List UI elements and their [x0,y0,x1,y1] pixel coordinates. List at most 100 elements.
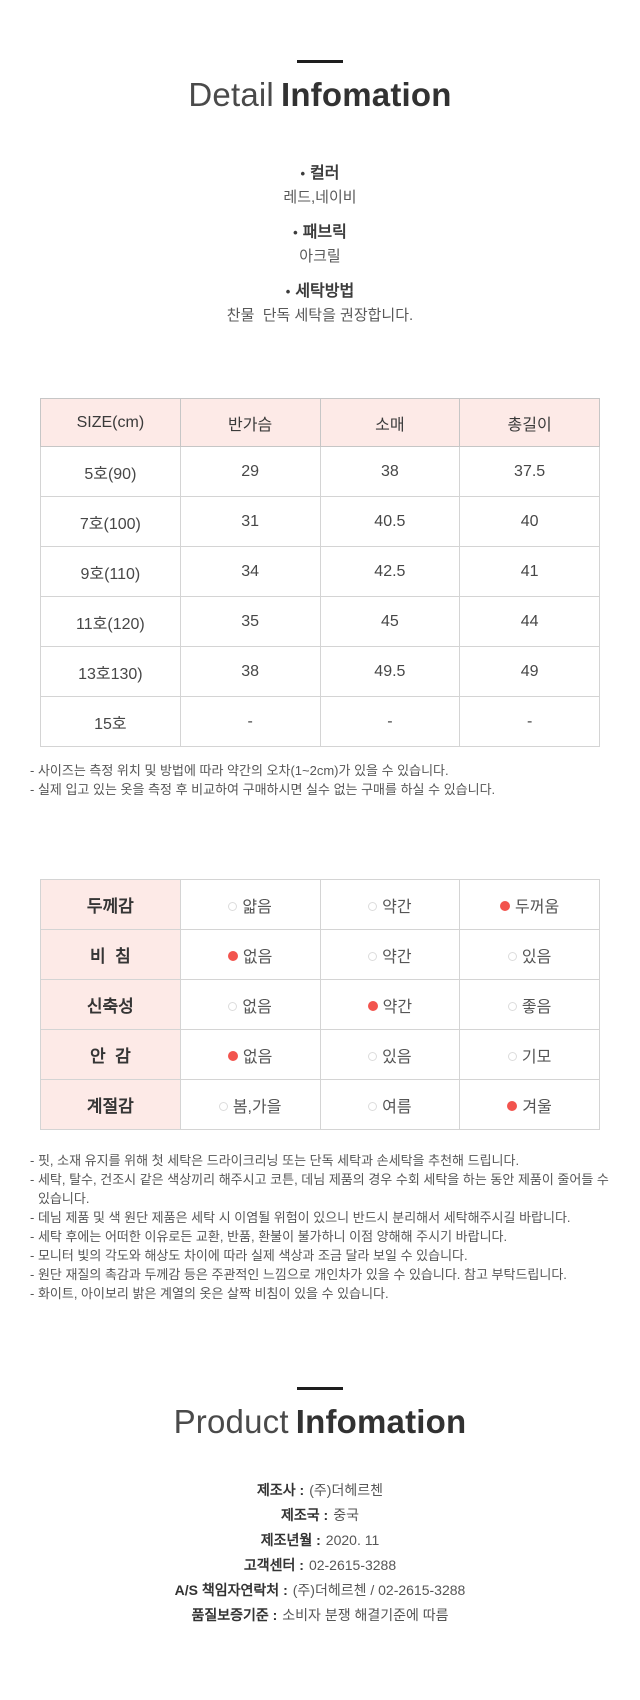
care-notes: - 핏, 소재 유지를 위해 첫 세탁은 드라이크리닝 또는 단독 세탁과 손세… [30,1151,612,1303]
section-label-text: 컬러 [310,165,340,182]
table-row: 7호(100) 31 40.5 40 [40,496,600,547]
product-info: 제조사 : (주)더헤르첸 제조국 : 중국 제조년월 :2020. 11 고객센터… [0,1478,640,1628]
option-label: 있음 [382,1048,412,1066]
product-info-country: 제조국 : 중국 [0,1503,640,1528]
info-label: 품질보증기준 : [191,1607,278,1623]
section-color-label: • 컬러 [0,163,640,185]
product-info-customer-center: 고객센터 :02-2615-3288 [0,1553,640,1578]
option-label: 좋음 [521,998,552,1016]
size-cell: 38 [319,446,461,497]
radio-dot-icon [368,1101,378,1111]
radio-dot-icon [507,1100,518,1111]
size-cell: 49.5 [319,646,461,697]
size-table: SIZE(cm) 반가슴 소매 총길이 5호(90) 29 38 37.5 7호… [40,398,600,747]
size-cell: 34 [179,546,321,597]
size-cell: 49 [459,646,600,697]
product-info-warranty: 품질보증기준 : 소비자 분쟁 해결기준에 따름 [0,1603,640,1628]
note-line: - 핏, 소재 유지를 위해 첫 세탁은 드라이크리닝 또는 단독 세탁과 손세… [30,1153,520,1168]
table-row: 비 침 없음 약간 있음 [40,929,600,980]
option-cell: 없음 [179,1029,321,1080]
note-line: - 실제 입고 있는 옷을 측정 후 비교하여 구매하시면 실수 없는 구매를 … [30,782,496,797]
radio-dot-icon [507,1051,517,1061]
option-label: 두꺼움 [515,898,560,916]
section-fabric-value: 아크릴 [299,248,341,265]
size-notes: - 사이즈는 측정 위치 및 방법에 따라 약간의 오차(1~2cm)가 있을 … [30,761,612,799]
option-label: 약간 [382,998,413,1016]
bullet-icon: • [293,225,298,240]
option-cell: 없음 [179,929,321,980]
option-label: 있음 [521,948,552,966]
size-cell: 35 [179,596,321,647]
section-fabric: • 패브릭 아크릴 [0,222,640,267]
option-cell: 있음 [459,929,600,980]
size-cell: 29 [179,446,321,497]
radio-dot-icon [500,900,511,911]
size-cell: 5호(90) [40,446,181,497]
info-value: (주)더헤르첸 [309,1482,383,1498]
radio-dot-icon [507,951,517,961]
radio-dot-icon [507,1001,517,1011]
size-cell: 44 [459,596,600,647]
size-cell: 38 [179,646,321,697]
size-cell: 13호130) [40,646,181,697]
radio-dot-icon [368,1051,378,1061]
section-label-text: 패브릭 [302,224,347,241]
option-label: 기모 [521,1048,552,1066]
size-table-header-cell: 소매 [319,398,461,447]
info-value: 02-2615-3288 [308,1557,397,1573]
radio-dot-icon [228,901,238,911]
size-table-header-cell: 반가슴 [179,398,321,447]
table-row: 계절감 봄,가을 여름 겨울 [40,1079,600,1130]
attr-label-stretch: 신축성 [40,979,181,1030]
info-value: (주)더헤르첸 / 02-2615-3288 [292,1582,466,1598]
info-label: A/S 책임자연락처 : [174,1582,288,1598]
option-cell: 없음 [179,979,321,1030]
bullet-icon: • [285,284,291,299]
size-cell: 40 [459,496,600,547]
option-cell: 약간 [319,879,461,930]
option-cell: 두꺼움 [459,879,600,930]
detail-title-light: Detail [188,76,274,113]
option-label: 없음 [242,998,272,1016]
size-cell: 41 [459,546,600,597]
info-label: 제조국 : [281,1507,329,1523]
radio-dot-icon [368,901,378,911]
size-cell: 40.5 [319,496,461,547]
size-table-header-cell: 총길이 [459,398,600,447]
note-line: - 세탁, 탈수, 건조시 같은 색상끼리 해주시고 코튼, 데님 제품의 경우… [30,1172,609,1206]
size-table-header-cell: SIZE(cm) [40,398,181,447]
option-label: 약간 [382,898,412,916]
option-cell: 얇음 [179,879,321,930]
title-divider [297,60,343,63]
size-cell: 9호(110) [40,546,181,597]
info-label: 제조사 : [257,1482,305,1498]
size-cell: 37.5 [459,446,600,497]
size-cell: 11호(120) [40,596,181,647]
radio-dot-icon [227,1050,238,1061]
radio-dot-icon [218,1101,228,1111]
option-label: 여름 [382,1098,412,1116]
option-cell: 여름 [319,1079,461,1130]
title-divider [297,1387,343,1390]
bullet-icon: • [300,166,306,181]
attr-label-lining: 안 감 [40,1029,181,1080]
section-wash: • 세탁방법 찬물 단독 세탁을 권장합니다. [0,281,640,326]
info-value: 소비자 분쟁 해결기준에 따름 [282,1607,449,1623]
product-title-light: Product [173,1403,289,1440]
detail-title-bold: Infomation [280,76,452,113]
info-label: 제조년월 : [260,1532,321,1548]
product-info-date: 제조년월 :2020. 11 [0,1528,640,1553]
section-label-text: 세탁방법 [295,283,355,300]
table-row: 신축성 없음 약간 좋음 [40,979,600,1030]
size-cell: - [459,696,600,747]
attr-label-season: 계절감 [40,1079,181,1130]
size-cell: 45 [319,596,461,647]
detail-sections: • 컬러 레드,네이비 • 패브릭 아크릴 • 세탁방법 찬물 단독 세탁을 권장합니… [0,163,640,326]
table-row: 15호 - - - [40,696,600,747]
size-cell: 15호 [40,696,181,747]
table-row: 5호(90) 29 38 37.5 [40,446,600,497]
table-row: 13호130) 38 49.5 49 [40,646,600,697]
note-line: - 세탁 후에는 어떠한 이유로든 교환, 반품, 환불이 불가하니 이점 양해… [30,1229,508,1244]
size-cell: 31 [179,496,321,547]
